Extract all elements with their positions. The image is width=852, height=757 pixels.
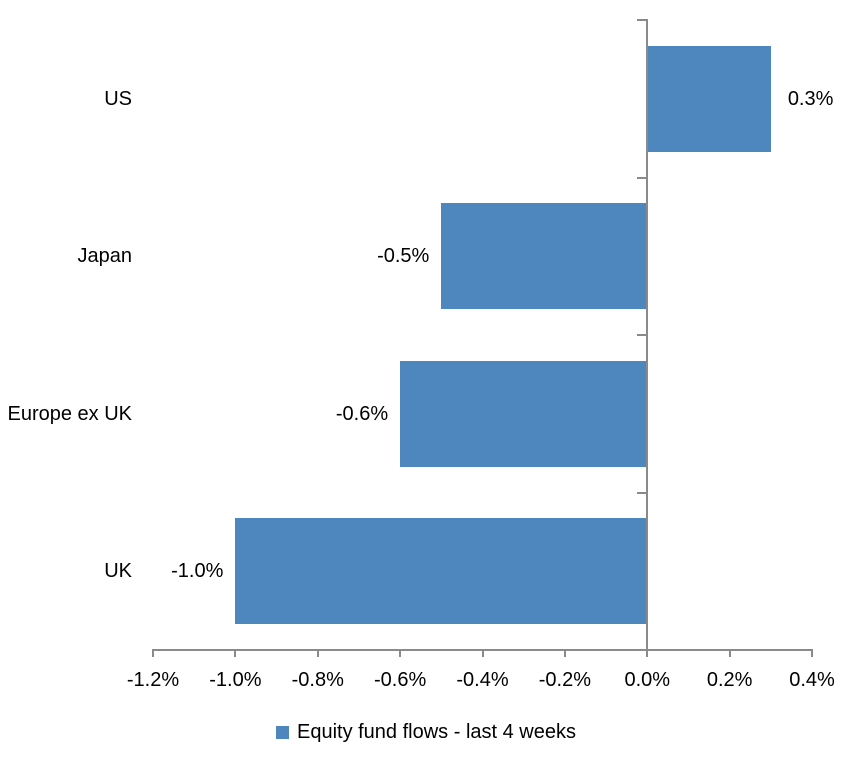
x-tick-label: -0.4% bbox=[456, 669, 509, 691]
value-label-uk: -1.0% bbox=[171, 560, 224, 582]
y-axis-tick bbox=[637, 19, 647, 21]
bar-europe-ex-uk bbox=[400, 361, 648, 467]
zero-axis-line bbox=[646, 19, 649, 651]
x-axis-tick bbox=[728, 651, 731, 657]
bar-japan bbox=[441, 203, 648, 309]
category-label-japan: Japan bbox=[77, 245, 133, 267]
legend-swatch bbox=[275, 725, 289, 739]
x-tick-label: -1.0% bbox=[209, 669, 262, 691]
x-axis-tick bbox=[152, 651, 154, 657]
y-axis-tick bbox=[637, 176, 647, 179]
x-axis-tick bbox=[316, 651, 319, 657]
x-axis-line bbox=[152, 649, 813, 651]
bar-us bbox=[647, 46, 771, 152]
x-axis-tick bbox=[234, 651, 237, 657]
x-tick-label: -0.6% bbox=[374, 669, 427, 691]
x-tick-label: -0.8% bbox=[291, 669, 344, 691]
x-axis-tick bbox=[481, 651, 484, 657]
x-axis-tick bbox=[399, 651, 402, 657]
legend: Equity fund flows - last 4 weeks bbox=[0, 719, 852, 745]
x-axis-tick bbox=[811, 651, 813, 657]
x-tick-label: 0.0% bbox=[624, 669, 671, 691]
value-label-europe-ex-uk: -0.6% bbox=[335, 403, 389, 425]
value-label-us: 0.3% bbox=[787, 88, 834, 110]
x-axis-tick bbox=[563, 651, 566, 657]
category-label-europe-ex-uk: Europe ex UK bbox=[7, 403, 132, 425]
legend-label: Equity fund flows - last 4 weeks bbox=[296, 721, 576, 743]
x-tick-label: -0.2% bbox=[538, 669, 591, 691]
category-label-us: US bbox=[104, 88, 132, 110]
x-tick-label: -1.2% bbox=[126, 669, 180, 691]
category-label-uk: UK bbox=[104, 560, 132, 582]
y-axis-tick bbox=[637, 334, 647, 336]
value-label-japan: -0.5% bbox=[377, 245, 430, 267]
x-tick-label: 0.2% bbox=[706, 669, 753, 691]
x-tick-label: 0.4% bbox=[789, 669, 835, 691]
y-axis-tick bbox=[637, 491, 647, 494]
bar-uk bbox=[235, 518, 648, 624]
x-axis-tick bbox=[646, 651, 649, 657]
